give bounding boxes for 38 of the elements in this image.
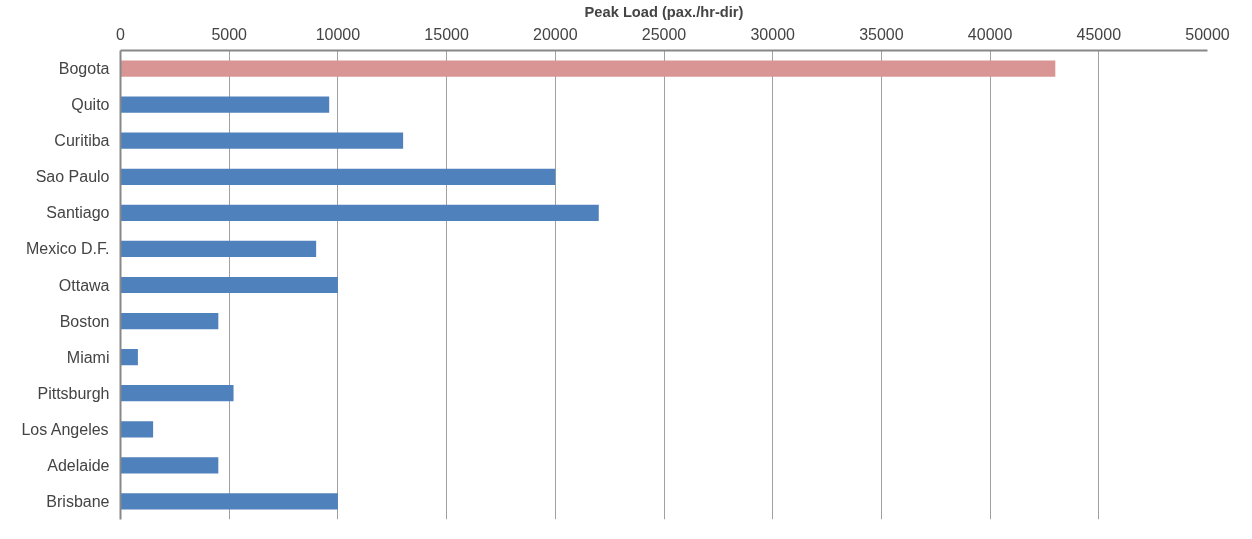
x-tick-label: 5000 bbox=[211, 25, 248, 43]
y-tick-label: Sao Paulo bbox=[35, 168, 110, 186]
x-tick-label: 40000 bbox=[967, 25, 1013, 43]
bar bbox=[120, 312, 219, 330]
bar bbox=[120, 421, 154, 438]
bar bbox=[120, 493, 338, 510]
x-tick-label: 10000 bbox=[315, 25, 361, 43]
y-tick-label: Adelaide bbox=[47, 456, 110, 474]
x-tick-label: 25000 bbox=[641, 25, 687, 43]
x-axis-title: Peak Load (pax./hr-dir) bbox=[584, 3, 744, 20]
x-tick-label: 50000 bbox=[1185, 25, 1230, 43]
y-tick-label: Boston bbox=[59, 312, 110, 330]
y-tick-label: Miami bbox=[66, 348, 110, 366]
x-tick-label: 15000 bbox=[424, 25, 469, 43]
y-tick-label: Bogota bbox=[58, 60, 110, 78]
y-tick-label: Los Angeles bbox=[21, 420, 109, 438]
y-tick-label: Pittsburgh bbox=[37, 384, 110, 402]
bar bbox=[120, 60, 1056, 77]
bar bbox=[120, 276, 338, 294]
x-tick-label: 20000 bbox=[533, 25, 578, 43]
y-tick-label: Quito bbox=[71, 96, 110, 114]
y-tick-label: Ottawa bbox=[58, 276, 110, 294]
bar bbox=[120, 457, 219, 474]
y-tick-label: Mexico D.F. bbox=[25, 240, 110, 258]
x-tick-label: 45000 bbox=[1076, 25, 1122, 43]
bar bbox=[120, 96, 330, 113]
bar bbox=[120, 204, 599, 221]
y-tick-label: Brisbane bbox=[46, 492, 110, 510]
y-tick-label: Santiago bbox=[46, 204, 110, 222]
bar bbox=[120, 132, 404, 149]
bar bbox=[120, 240, 317, 258]
x-tick-label: 0 bbox=[116, 25, 126, 43]
x-tick-label: 35000 bbox=[859, 25, 904, 43]
y-tick-label: Curitiba bbox=[54, 132, 110, 150]
x-tick-label: 30000 bbox=[750, 25, 796, 43]
bar bbox=[120, 349, 138, 366]
bar bbox=[120, 385, 234, 402]
bar bbox=[120, 168, 556, 185]
